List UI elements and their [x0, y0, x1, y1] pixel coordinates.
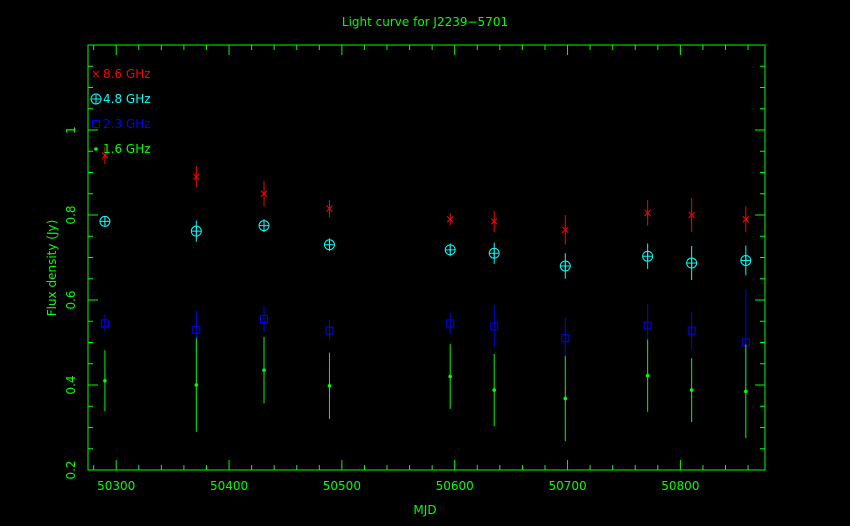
data-marks [99, 147, 752, 442]
series-1-6-ghz [103, 336, 748, 442]
data-point-marker [643, 321, 652, 330]
data-point-marker [446, 319, 455, 328]
y-tick-label: 1 [64, 126, 78, 134]
legend-label: 8.6 GHz [103, 67, 151, 81]
legend-label: 1.6 GHz [103, 142, 151, 156]
x-tick-label: 50600 [436, 479, 474, 493]
legend-label: 2.3 GHz [103, 117, 151, 131]
data-point-marker [101, 152, 109, 159]
series-2-3-ghz [100, 289, 750, 396]
axes: 50300 50400 50500 50600 50700 50800 0.2 0.4 0.6 0… [64, 44, 765, 493]
data-point-marker [92, 120, 100, 128]
data-point-marker [446, 215, 454, 223]
data-point-marker [644, 209, 652, 217]
data-point-marker [561, 226, 569, 234]
data-point-marker [92, 70, 100, 78]
data-point-marker [742, 215, 750, 223]
data-point-marker [94, 147, 98, 151]
data-point-marker [645, 373, 650, 378]
data-point-marker [260, 315, 269, 324]
x-tick-label: 50500 [323, 479, 361, 493]
data-point-marker [561, 334, 570, 343]
y-tick-label: 0.2 [64, 460, 78, 479]
legend-label: 4.8 GHz [103, 92, 151, 106]
data-point-marker [327, 384, 332, 388]
x-tick-label: 50300 [97, 479, 135, 493]
data-point-marker [448, 374, 452, 379]
data-point-marker [563, 396, 568, 401]
data-point-marker [100, 319, 109, 328]
data-point-marker [689, 388, 694, 392]
data-point-marker [687, 326, 696, 335]
data-point-marker [192, 173, 200, 181]
data-point-marker [744, 389, 748, 394]
x-tick-label: 50400 [210, 479, 248, 493]
data-point-marker [326, 205, 333, 212]
data-point-marker [490, 322, 499, 331]
chart-title: Light curve for J2239−5701 [342, 15, 508, 29]
x-tick-label: 50700 [548, 479, 586, 493]
data-point-marker [490, 218, 498, 225]
series-8-6-ghz [101, 147, 750, 245]
series-4-8-ghz [99, 215, 752, 281]
data-point-marker [260, 190, 268, 198]
data-point-marker [262, 368, 266, 372]
data-point-marker [492, 388, 497, 392]
data-point-marker [192, 325, 201, 334]
y-axis-label: Flux density (Jy) [45, 220, 59, 317]
y-tick-label: 0.8 [64, 205, 78, 224]
legend: 8.6 GHz 4.8 GHz 2.3 GHz 1.6 GHz [90, 67, 151, 156]
data-point-marker [688, 211, 696, 219]
y-tick-label: 0.6 [64, 290, 78, 309]
x-axis-label: MJD [413, 503, 436, 517]
y-tick-label: 0.4 [64, 375, 78, 394]
data-point-marker [325, 326, 334, 335]
data-point-marker [194, 383, 199, 387]
data-point-marker [103, 378, 107, 383]
x-tick-label: 50800 [661, 479, 699, 493]
